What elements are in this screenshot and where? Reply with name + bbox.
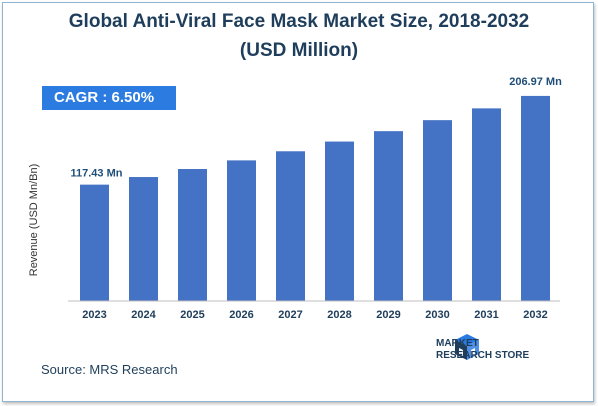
- chart-title: Global Anti-Viral Face Mask Market Size,…: [68, 11, 530, 32]
- x-tick-2029: 2029: [376, 309, 400, 321]
- bars-group: [80, 95, 550, 301]
- chart-subtitle: (USD Million): [239, 40, 359, 61]
- bar-2025: [178, 169, 207, 301]
- bar-2032: [521, 95, 550, 301]
- x-tick-2026: 2026: [229, 309, 253, 321]
- cagr-badge: CAGR : 6.50%: [42, 86, 176, 110]
- logo-line1: MARKET: [436, 338, 479, 349]
- x-tick-2023: 2023: [82, 309, 106, 321]
- bar-2026: [227, 160, 256, 301]
- x-tick-labels: 2023 2024 2025 2026 2027 2028 2029 2030 2031 2032: [82, 309, 547, 321]
- data-label-last: 206.97 Mn: [509, 76, 562, 88]
- bar-2027: [276, 151, 305, 301]
- market-research-store-logo-icon: [455, 334, 479, 360]
- logo-text: MARKET RESEARCH STORE: [436, 338, 529, 362]
- source-note: Source: MRS Research: [41, 362, 178, 377]
- bar-2023: [80, 184, 109, 301]
- x-tick-2024: 2024: [131, 309, 156, 321]
- x-tick-2025: 2025: [180, 309, 204, 321]
- bar-2028: [325, 141, 354, 301]
- data-label-first: 117.43 Mn: [71, 168, 123, 180]
- bar-2031: [472, 108, 501, 301]
- x-tick-2032: 2032: [523, 309, 547, 321]
- bar-2029: [374, 131, 403, 301]
- x-tick-2028: 2028: [327, 309, 351, 321]
- bar-2024: [129, 177, 158, 301]
- bar-2030: [423, 120, 452, 301]
- x-tick-2031: 2031: [474, 309, 498, 321]
- x-tick-2030: 2030: [425, 309, 449, 321]
- data-labels: 117.43 Mn 206.97 Mn: [71, 76, 563, 180]
- logo-line2: RESEARCH STORE: [436, 350, 530, 361]
- x-tick-2027: 2027: [278, 309, 302, 321]
